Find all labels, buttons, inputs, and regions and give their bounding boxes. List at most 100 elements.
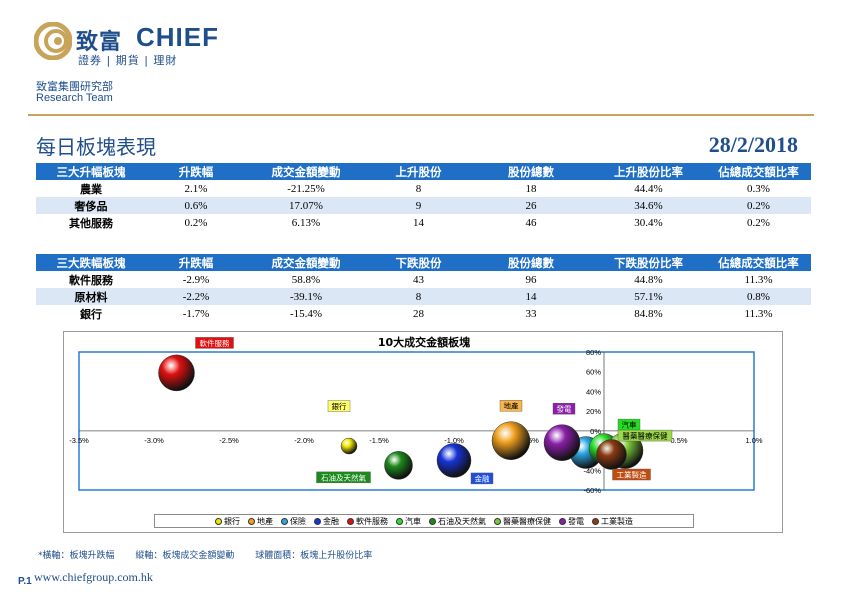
bubble-tag-bg xyxy=(470,472,494,485)
table-cell: 17.07% xyxy=(246,197,366,214)
legend-item: 汽車 xyxy=(396,516,421,527)
table-cell: -2.9% xyxy=(182,273,210,286)
footnote-x-axis: *橫軸：板塊升跌幅 xyxy=(38,551,115,561)
legend-dot xyxy=(281,517,288,525)
table-cell: 8 xyxy=(366,288,471,305)
x-tick-label: -1.5% xyxy=(369,436,389,445)
bubble-tag: 石油及天然氣 xyxy=(321,472,366,482)
legend-label: 銀行 xyxy=(224,516,240,526)
y-tick-label: 40% xyxy=(586,387,601,396)
table-cell: 0.2% xyxy=(184,216,208,229)
legend-label: 發電 xyxy=(568,516,584,526)
legend-label: 汽車 xyxy=(405,516,421,526)
header-cell: 三大升幅板塊 xyxy=(36,163,146,180)
header-cell: 成交金額變動 xyxy=(246,254,366,271)
table-cell: 44.4% xyxy=(634,182,663,195)
header-cell: 三大跌幅板塊 xyxy=(36,254,146,271)
table-cell: -15.4% xyxy=(289,307,323,320)
y-tick-label: 20% xyxy=(586,407,601,416)
legend-item: 保險 xyxy=(281,516,306,527)
legend-label: 軟件服務 xyxy=(356,516,388,526)
bubble-tag-bg xyxy=(499,400,523,412)
x-tick-label: 1.0% xyxy=(745,436,762,445)
footnote-bubble: 球體面積：板塊上升股份比率 xyxy=(255,551,373,561)
table-cell: 46 xyxy=(525,216,537,229)
table-cell: 58.8% xyxy=(291,273,321,286)
table-cell: 96 xyxy=(525,273,537,286)
chart-legend: 銀行 地產 保險 金融 軟件服務 汽車 石油及天然氣 醫藥醫療保健 發電 工業製造 xyxy=(154,514,694,528)
bubble-tag: 銀行 xyxy=(332,401,347,411)
website-link[interactable]: www.chiefgroup.com.hk xyxy=(34,570,153,584)
legend-label: 保險 xyxy=(290,516,306,526)
chart-title: 10大成交金額板塊 xyxy=(377,336,471,349)
legend-label: 工業製造 xyxy=(601,516,633,526)
legend-dot xyxy=(215,517,222,525)
table-cell: 2.1% xyxy=(184,182,208,195)
legend-dot xyxy=(592,517,599,525)
team-name-cn: 致富集團研究部 xyxy=(36,80,113,93)
table-cell: 奢侈品 xyxy=(36,197,146,214)
chief-logo-icon xyxy=(34,22,72,60)
bubble-tag: 醫藥醫療保健 xyxy=(623,431,668,441)
bubble-chart: -3.5%-3.0%-2.5%-2.0%-1.5%-1.0%-0.5%0.0%0… xyxy=(63,331,783,533)
table-cell: -1.7% xyxy=(182,307,210,320)
table-cell: 9 xyxy=(366,197,471,214)
x-tick-label: -2.5% xyxy=(219,436,239,445)
header-cell: 下跌股份比率 xyxy=(591,254,706,271)
legend-item: 銀行 xyxy=(215,516,240,527)
table-cell: 軟件服務 xyxy=(69,273,113,287)
header-cell: 下跌股份 xyxy=(366,254,471,271)
x-tick-label: -2.0% xyxy=(294,436,314,445)
legend-label: 金融 xyxy=(323,516,339,526)
table-cell: 0.6% xyxy=(146,197,246,214)
legend-item: 軟件服務 xyxy=(347,516,388,527)
bubble-tag-bg xyxy=(327,400,351,412)
header-cell: 成交金額變動 xyxy=(246,163,366,180)
bubble-tag-bg xyxy=(195,337,234,349)
bubble-6 xyxy=(384,451,413,480)
legend-label: 地產 xyxy=(257,516,273,526)
y-tick-label: -40% xyxy=(583,466,601,475)
table-row: 其他服務 0.2% 6.13% 14 46 30.4% 0.2% xyxy=(36,214,811,231)
footnote-y-axis: 縱軸：板塊成交金額變動 xyxy=(135,551,235,561)
table-cell: 0.8% xyxy=(706,288,811,305)
legend-item: 石油及天然氣 xyxy=(429,516,486,527)
legend-dot xyxy=(347,517,354,525)
y-tick-label: -60% xyxy=(583,486,601,495)
x-tick-label: 0.5% xyxy=(670,436,687,445)
table-row: 軟件服務 -2.9% 58.8% 43 96 44.8% 11.3% xyxy=(36,271,811,288)
table-cell: 其他服務 xyxy=(69,216,113,230)
table-cell: 43 xyxy=(413,273,424,286)
table-cell: 14 xyxy=(413,216,424,229)
team-name-en: Research Team xyxy=(36,92,113,104)
table-row: 銀行 -1.7% -15.4% 28 33 84.8% 11.3% xyxy=(36,305,811,322)
table-cell: -2.2% xyxy=(146,288,246,305)
table-cell: 8 xyxy=(415,182,422,195)
legend-item: 醫藥醫療保健 xyxy=(494,516,551,527)
top-losers-table: 三大跌幅板塊 升跌幅 成交金額變動 下跌股份 股份總數 下跌股份比率 佔總成交額… xyxy=(36,254,811,322)
table-cell: 11.3% xyxy=(744,273,773,286)
table-cell: 0.2% xyxy=(706,197,811,214)
chart-footnote: *橫軸：板塊升跌幅 縱軸：板塊成交金額變動 球體面積：板塊上升股份比率 xyxy=(38,548,390,561)
bubble-tag-bg xyxy=(612,468,651,481)
x-tick-label: -3.0% xyxy=(144,436,164,445)
bubble-9 xyxy=(596,439,627,470)
table-cell: 原材料 xyxy=(36,288,146,305)
bubble-tag: 發電 xyxy=(557,405,572,414)
table-row: 原材料 -2.2% -39.1% 8 14 57.1% 0.8% xyxy=(36,288,811,305)
x-tick-label: -3.5% xyxy=(69,436,89,445)
table-cell: 34.6% xyxy=(591,197,706,214)
bubble-tag: 金融 xyxy=(475,473,490,483)
table-cell: 11.3% xyxy=(744,307,773,320)
top-gainers-table: 三大升幅板塊 升跌幅 成交金額變動 上升股份 股份總數 上升股份比率 佔總成交額… xyxy=(36,163,811,231)
table-cell: 84.8% xyxy=(634,307,663,320)
header-cell: 升跌幅 xyxy=(146,163,246,180)
brand-name-en: CHIEF xyxy=(136,22,219,52)
table-cell: -21.25% xyxy=(287,182,325,195)
bubble-8 xyxy=(543,424,581,461)
legend-item: 地產 xyxy=(248,516,273,527)
header-cell: 佔總成交額比率 xyxy=(706,163,811,180)
legend-dot xyxy=(314,517,321,525)
bubble-4 xyxy=(158,354,195,392)
bubble-1 xyxy=(491,421,531,460)
